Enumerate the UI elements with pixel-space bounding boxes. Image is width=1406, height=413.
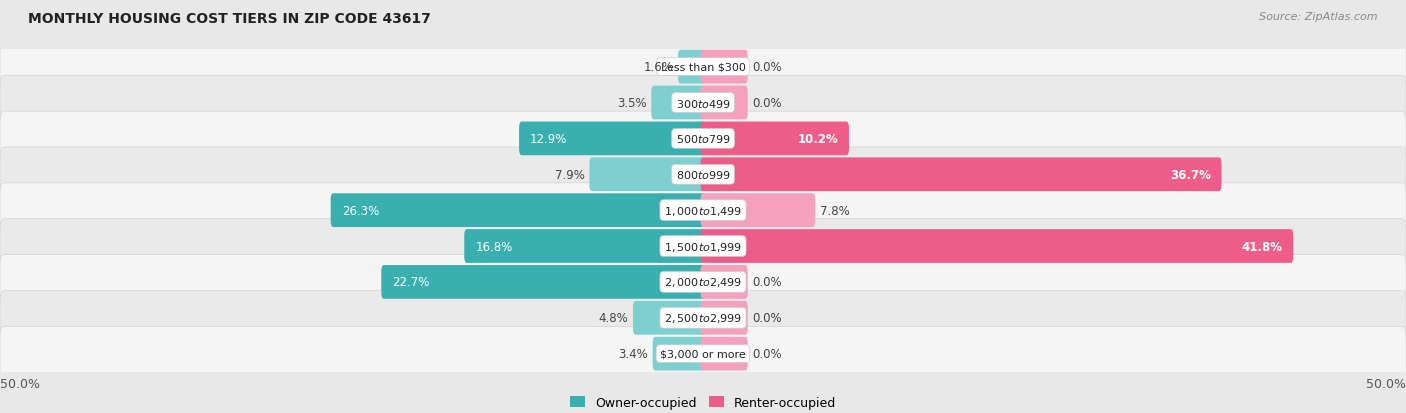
- Text: 10.2%: 10.2%: [797, 133, 838, 145]
- Text: $2,500 to $2,999: $2,500 to $2,999: [664, 311, 742, 325]
- FancyBboxPatch shape: [700, 194, 815, 228]
- FancyBboxPatch shape: [519, 122, 706, 156]
- Text: 1.6%: 1.6%: [644, 61, 673, 74]
- Text: 22.7%: 22.7%: [392, 276, 430, 289]
- Text: 12.9%: 12.9%: [530, 133, 568, 145]
- FancyBboxPatch shape: [0, 40, 1406, 95]
- FancyBboxPatch shape: [381, 266, 706, 299]
- Text: 50.0%: 50.0%: [1367, 377, 1406, 390]
- Text: Less than $300: Less than $300: [661, 62, 745, 72]
- Text: 3.5%: 3.5%: [617, 97, 647, 110]
- Text: $300 to $499: $300 to $499: [675, 97, 731, 109]
- FancyBboxPatch shape: [700, 301, 748, 335]
- Text: $1,000 to $1,499: $1,000 to $1,499: [664, 204, 742, 217]
- FancyBboxPatch shape: [678, 51, 706, 84]
- FancyBboxPatch shape: [464, 230, 706, 263]
- FancyBboxPatch shape: [700, 86, 748, 120]
- Text: 7.9%: 7.9%: [555, 169, 585, 181]
- Text: 3.4%: 3.4%: [619, 347, 648, 360]
- Text: 50.0%: 50.0%: [0, 377, 39, 390]
- Text: $800 to $999: $800 to $999: [675, 169, 731, 181]
- FancyBboxPatch shape: [700, 122, 849, 156]
- Legend: Owner-occupied, Renter-occupied: Owner-occupied, Renter-occupied: [565, 391, 841, 413]
- FancyBboxPatch shape: [0, 327, 1406, 381]
- Text: 0.0%: 0.0%: [752, 97, 782, 110]
- FancyBboxPatch shape: [589, 158, 706, 192]
- FancyBboxPatch shape: [633, 301, 706, 335]
- Text: 26.3%: 26.3%: [342, 204, 378, 217]
- FancyBboxPatch shape: [652, 337, 706, 370]
- FancyBboxPatch shape: [0, 183, 1406, 238]
- FancyBboxPatch shape: [0, 291, 1406, 345]
- FancyBboxPatch shape: [330, 194, 706, 228]
- FancyBboxPatch shape: [0, 255, 1406, 309]
- FancyBboxPatch shape: [700, 158, 1222, 192]
- FancyBboxPatch shape: [700, 266, 748, 299]
- Text: 4.8%: 4.8%: [599, 311, 628, 325]
- Text: $500 to $799: $500 to $799: [675, 133, 731, 145]
- Text: 36.7%: 36.7%: [1170, 169, 1211, 181]
- FancyBboxPatch shape: [700, 230, 1294, 263]
- Text: Source: ZipAtlas.com: Source: ZipAtlas.com: [1260, 12, 1378, 22]
- Text: 0.0%: 0.0%: [752, 347, 782, 360]
- FancyBboxPatch shape: [651, 86, 706, 120]
- Text: 41.8%: 41.8%: [1241, 240, 1282, 253]
- Text: $1,500 to $1,999: $1,500 to $1,999: [664, 240, 742, 253]
- FancyBboxPatch shape: [700, 337, 748, 370]
- FancyBboxPatch shape: [0, 147, 1406, 202]
- FancyBboxPatch shape: [0, 112, 1406, 166]
- FancyBboxPatch shape: [0, 76, 1406, 131]
- Text: 16.8%: 16.8%: [475, 240, 512, 253]
- Text: 0.0%: 0.0%: [752, 311, 782, 325]
- Text: 7.8%: 7.8%: [820, 204, 849, 217]
- Text: 0.0%: 0.0%: [752, 61, 782, 74]
- FancyBboxPatch shape: [0, 219, 1406, 274]
- Text: $3,000 or more: $3,000 or more: [661, 349, 745, 359]
- Text: 0.0%: 0.0%: [752, 276, 782, 289]
- Text: $2,000 to $2,499: $2,000 to $2,499: [664, 276, 742, 289]
- FancyBboxPatch shape: [700, 51, 748, 84]
- Text: MONTHLY HOUSING COST TIERS IN ZIP CODE 43617: MONTHLY HOUSING COST TIERS IN ZIP CODE 4…: [28, 12, 432, 26]
